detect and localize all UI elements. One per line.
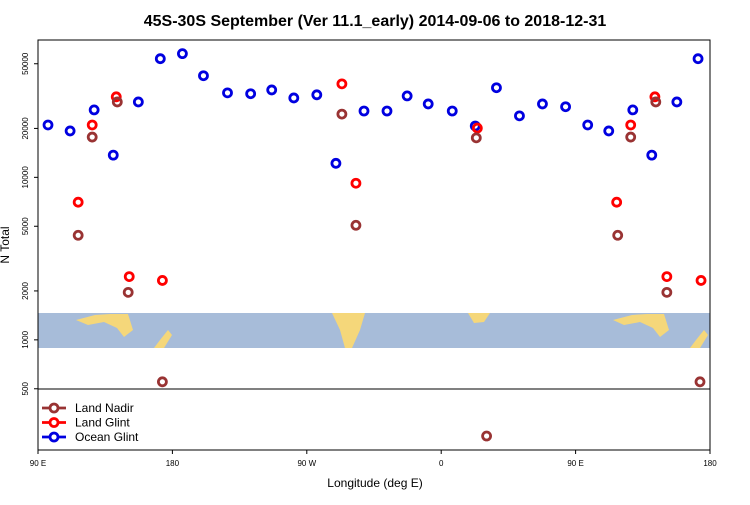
point [401, 90, 413, 102]
point [582, 119, 594, 131]
point [649, 91, 661, 103]
point [612, 229, 624, 241]
point [330, 157, 342, 169]
point [122, 286, 134, 298]
point [266, 84, 278, 96]
point [491, 82, 502, 94]
legend-marker [48, 431, 60, 443]
point [123, 271, 135, 283]
point [694, 376, 706, 388]
point [692, 53, 704, 65]
x-tick-label: 0 [439, 459, 444, 468]
legend-marker [48, 417, 60, 428]
legend-label: Land Glint [75, 416, 130, 430]
point [625, 119, 637, 131]
legend-label: Ocean Glint [75, 430, 139, 444]
point [311, 89, 323, 101]
plot-frame [37, 39, 711, 451]
point [72, 196, 84, 208]
point [350, 177, 362, 189]
point [611, 196, 623, 208]
x-tick-label: 180 [166, 459, 180, 468]
y-tick-label: 1000 [21, 330, 30, 348]
point [350, 219, 362, 231]
point [336, 78, 348, 90]
point [156, 376, 168, 388]
x-tick-label: 90 E [30, 459, 46, 468]
point [422, 98, 434, 110]
point [471, 122, 483, 134]
point [132, 96, 144, 108]
chart-title: 45S-30S September (Ver 11.1_early) 2014-… [144, 13, 607, 30]
point [110, 91, 122, 103]
point [64, 125, 76, 137]
x-tick-label: 90 W [297, 459, 316, 468]
y-tick-label: 10000 [21, 166, 30, 189]
point [646, 149, 658, 161]
point [625, 131, 637, 143]
point [288, 92, 300, 104]
y-axis-label: N Total [0, 226, 12, 263]
point [222, 87, 233, 99]
point [560, 101, 571, 113]
point [198, 70, 209, 82]
x-axis-label: Longitude (deg E) [327, 476, 422, 490]
point [470, 132, 482, 144]
y-tick-label: 50000 [21, 52, 30, 75]
point [154, 53, 166, 65]
point [86, 119, 98, 131]
point [603, 125, 615, 137]
x-tick-label: 90 E [567, 459, 583, 468]
point [381, 105, 393, 117]
point [156, 275, 168, 286]
y-tick-label: 500 [21, 382, 30, 396]
point [107, 149, 119, 161]
point [627, 104, 639, 116]
point [650, 96, 662, 108]
point [111, 96, 123, 108]
point [336, 108, 348, 120]
y-tick-label: 20000 [21, 117, 30, 140]
point [86, 131, 98, 143]
point [661, 286, 673, 298]
point [481, 430, 492, 442]
y-tick-label: 2000 [21, 281, 30, 299]
point [358, 105, 370, 117]
map-strip [38, 313, 710, 348]
point [695, 275, 707, 286]
point [42, 119, 54, 131]
point [671, 96, 683, 108]
point [661, 271, 673, 283]
y-tick-label: 5000 [21, 217, 30, 235]
point [177, 48, 188, 60]
legend-label: Land Nadir [75, 401, 134, 415]
point [245, 88, 257, 100]
point [514, 110, 525, 122]
point [72, 229, 84, 241]
point [88, 104, 100, 116]
point [446, 105, 458, 117]
point [537, 98, 548, 110]
legend-marker [48, 402, 60, 414]
x-tick-label: 180 [703, 459, 717, 468]
